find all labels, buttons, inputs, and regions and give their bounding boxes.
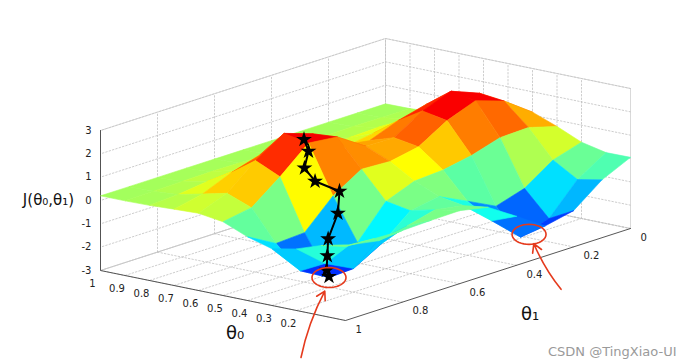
svg-text:0: 0 xyxy=(85,195,91,206)
svg-text:0.2: 0.2 xyxy=(584,250,600,261)
svg-text:θ₁: θ₁ xyxy=(521,303,539,324)
svg-text:0.8: 0.8 xyxy=(413,305,429,316)
svg-text:0.8: 0.8 xyxy=(134,288,150,299)
svg-text:2: 2 xyxy=(85,148,91,159)
svg-text:0.2: 0.2 xyxy=(281,318,297,329)
svg-text:0.5: 0.5 xyxy=(207,303,223,314)
svg-text:CSDN @TingXiao-UI: CSDN @TingXiao-UI xyxy=(548,344,677,359)
svg-text:0: 0 xyxy=(641,232,647,243)
svg-text:J(θ₀,θ₁): J(θ₀,θ₁) xyxy=(22,191,74,209)
svg-text:-2: -2 xyxy=(82,241,92,252)
svg-text:0.7: 0.7 xyxy=(158,293,174,304)
svg-text:-3: -3 xyxy=(82,265,92,276)
svg-text:3: 3 xyxy=(85,125,91,136)
svg-text:0.3: 0.3 xyxy=(256,313,272,324)
svg-text:1: 1 xyxy=(85,171,91,182)
svg-text:-1: -1 xyxy=(82,218,92,229)
svg-text:0.6: 0.6 xyxy=(470,287,486,298)
svg-text:0.6: 0.6 xyxy=(183,298,199,309)
svg-text:0.9: 0.9 xyxy=(109,283,125,294)
svg-text:θ₀: θ₀ xyxy=(226,322,244,343)
svg-text:0.4: 0.4 xyxy=(527,269,543,280)
svg-text:1: 1 xyxy=(356,324,362,335)
svg-text:0.4: 0.4 xyxy=(232,308,248,319)
svg-text:1: 1 xyxy=(89,278,95,289)
